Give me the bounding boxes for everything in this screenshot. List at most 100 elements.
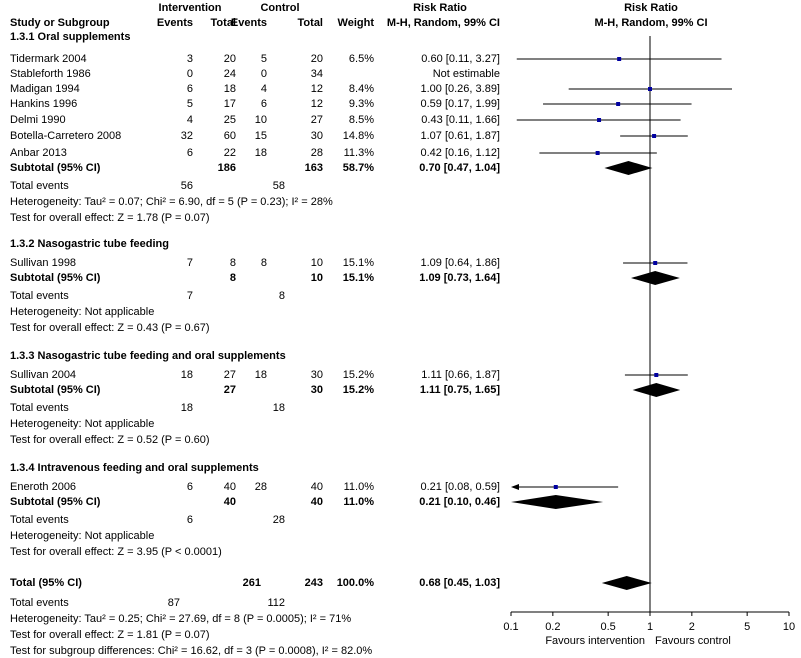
header-method-table: M-H, Random, 99% CI [386, 17, 500, 29]
header-control: Control [260, 2, 300, 14]
study-int-events: 6 [186, 83, 193, 95]
total-label: Total (95% CI) [10, 577, 82, 589]
study-int-total: 18 [223, 83, 236, 95]
study-weight: 15.1% [342, 257, 374, 269]
total-events-int: 7 [186, 290, 193, 302]
study-ctrl-total: 12 [310, 83, 323, 95]
effect-marker [654, 373, 659, 377]
study-ci: 1.09 [0.64, 1.86] [420, 257, 500, 269]
study-weight: 8.4% [348, 83, 374, 95]
group-title: 1.3.4 Intravenous feeding and oral suppl… [10, 462, 259, 474]
study-int-events: 6 [186, 481, 193, 493]
subtotal-ci: 0.70 [0.47, 1.04] [419, 162, 500, 174]
study-ctrl-events: 4 [260, 83, 267, 95]
total-events-ctrl: 58 [272, 180, 285, 192]
total-events-label: Total events [10, 290, 69, 302]
study-ctrl-events: 10 [254, 114, 267, 126]
group-title: 1.3.2 Nasogastric tube feeding [10, 238, 169, 250]
study-ctrl-events: 6 [260, 98, 267, 110]
effect-marker [648, 87, 652, 91]
study-int-total: 8 [229, 257, 236, 269]
overall-effect-text: Test for overall effect: Z = 0.52 (P = 0… [10, 434, 210, 446]
subtotal-ci: 0.21 [0.10, 0.46] [419, 496, 500, 508]
study-int-total: 20 [223, 53, 236, 65]
study-int-events: 32 [180, 130, 193, 142]
total-events-ctrl: 18 [272, 402, 285, 414]
total-ci: 0.68 [0.45, 1.03] [419, 577, 500, 589]
subtotal-weight: 11.0% [343, 496, 374, 508]
study-ctrl-events: 18 [254, 369, 267, 381]
study-int-events: 18 [180, 369, 193, 381]
subtotal-int-total: 27 [223, 384, 236, 396]
study-name: Tidermark 2004 [10, 53, 87, 65]
study-weight: 15.2% [342, 369, 374, 381]
footer-line: Test for overall effect: Z = 1.81 (P = 0… [10, 629, 210, 641]
study-weight: 9.3% [348, 98, 374, 110]
x-tick-label: 0.1 [503, 621, 518, 633]
subtotal-label: Subtotal (95% CI) [10, 162, 101, 174]
study-ctrl-events: 5 [260, 53, 267, 65]
study-name: Sullivan 1998 [10, 257, 77, 269]
subtotal-ctrl-total: 30 [310, 384, 323, 396]
study-ci: 0.42 [0.16, 1.12] [420, 147, 500, 159]
study-ctrl-total: 34 [310, 68, 323, 80]
header-int-total: Total [210, 17, 236, 29]
header-weight: Weight [337, 17, 374, 29]
study-int-events: 4 [186, 114, 193, 126]
header-ctrl-events: Events [230, 17, 267, 29]
total-events-int: 56 [180, 180, 193, 192]
heterogeneity-text: Heterogeneity: Tau² = 0.07; Chi² = 6.90,… [10, 196, 333, 208]
effect-marker [617, 57, 622, 61]
study-int-events: 3 [186, 53, 193, 65]
effect-marker [653, 261, 658, 265]
x-tick-label: 5 [744, 621, 750, 633]
subtotal-ci: 1.09 [0.73, 1.64] [419, 272, 500, 284]
study-ci: 1.00 [0.26, 3.89] [420, 83, 500, 95]
total-events-label: Total events [10, 402, 69, 414]
total-int-total: 261 [242, 577, 261, 589]
subtotal-label: Subtotal (95% CI) [10, 272, 101, 284]
study-weight: 8.5% [348, 114, 374, 126]
study-ci: 1.11 [0.66, 1.87] [421, 369, 500, 381]
group-title: 1.3.1 Oral supplements [10, 31, 131, 43]
overall-events-int: 87 [167, 597, 180, 609]
effect-marker [597, 118, 602, 122]
study-int-total: 17 [223, 98, 236, 110]
study-ctrl-total: 20 [310, 53, 323, 65]
subtotal-weight: 15.1% [342, 272, 374, 284]
x-tick-label: 1 [647, 621, 653, 633]
study-int-total: 60 [223, 130, 236, 142]
study-ctrl-total: 12 [310, 98, 323, 110]
study-weight: 6.5% [348, 53, 374, 65]
study-ctrl-total: 28 [310, 147, 323, 159]
study-name: Hankins 1996 [10, 98, 78, 110]
study-name: Stableforth 1986 [10, 68, 91, 80]
header-intervention: Intervention [158, 2, 222, 14]
overall-effect-text: Test for overall effect: Z = 3.95 (P < 0… [10, 546, 222, 558]
study-int-events: 6 [186, 147, 193, 159]
effect-marker [595, 151, 600, 155]
study-weight: 11.0% [343, 481, 374, 493]
subtotal-int-total: 8 [229, 272, 236, 284]
study-ci: 0.59 [0.17, 1.99] [420, 98, 500, 110]
x-tick-label: 2 [689, 621, 695, 633]
total-events-ctrl: 8 [278, 290, 285, 302]
study-ctrl-total: 27 [310, 114, 323, 126]
study-ctrl-events: 8 [260, 257, 267, 269]
subtotal-int-total: 40 [223, 496, 236, 508]
pooled-diamond [631, 271, 680, 285]
subtotal-label: Subtotal (95% CI) [10, 384, 101, 396]
subtotal-ctrl-total: 10 [310, 272, 323, 284]
x-tick-label: 0.5 [601, 621, 616, 633]
overall-events-label: Total events [10, 597, 69, 609]
total-events-ctrl: 28 [272, 514, 285, 526]
study-ci: 1.07 [0.61, 1.87] [420, 130, 500, 142]
study-int-total: 22 [223, 147, 236, 159]
study-ctrl-events: 18 [254, 147, 267, 159]
heterogeneity-text: Heterogeneity: Not applicable [10, 306, 155, 318]
effect-marker [553, 485, 558, 489]
total-ctrl-total: 243 [304, 577, 323, 589]
subtotal-ctrl-total: 163 [304, 162, 323, 174]
effect-marker [616, 102, 621, 106]
header-risk-ratio-table: Risk Ratio [413, 2, 467, 14]
